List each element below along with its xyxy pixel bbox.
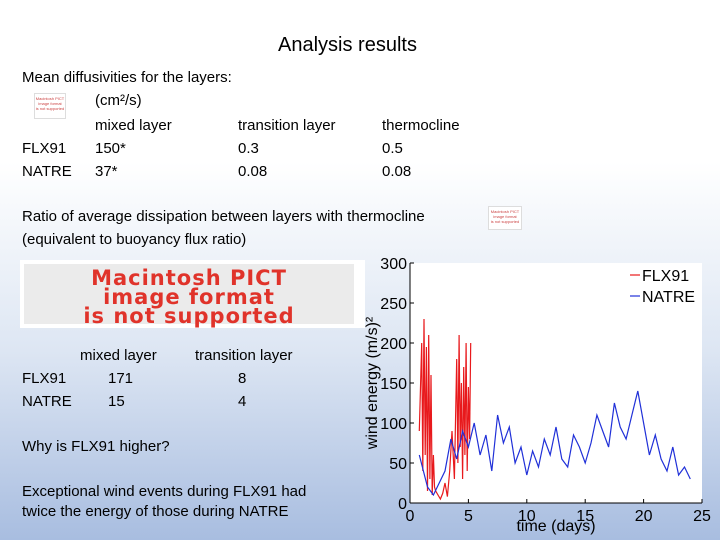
x-tick-label: 5 bbox=[464, 508, 473, 525]
diffusivity-col-mixed: mixed layer bbox=[95, 117, 172, 134]
y-tick-label: 250 bbox=[380, 296, 407, 313]
x-tick-label: 15 bbox=[576, 508, 594, 525]
pict-small-text: is not supported bbox=[490, 219, 520, 224]
y-axis-label: wind energy (m/s)² bbox=[364, 316, 381, 450]
answer-line-1: Exceptional wind events during FLX91 had bbox=[22, 483, 307, 500]
legend-label-flx91: FLX91 bbox=[642, 268, 689, 285]
diffusivity-cell: 0.3 bbox=[238, 140, 259, 157]
diffusivity-cell: 150* bbox=[95, 140, 126, 157]
y-tick-label: 150 bbox=[380, 376, 407, 393]
pict-line: Macintosh PICT bbox=[91, 266, 287, 290]
dissipation-cell: 8 bbox=[238, 370, 247, 387]
diffusivity-row-label: FLX91 bbox=[22, 140, 67, 157]
legend-label-natre: NATRE bbox=[642, 289, 695, 306]
y-tick-label: 300 bbox=[380, 256, 407, 273]
x-tick-label: 20 bbox=[635, 508, 653, 525]
pict-placeholder-text: Macintosh PICT image format is not suppo… bbox=[24, 264, 354, 328]
dissipation-col-mixed: mixed layer bbox=[80, 347, 157, 364]
diffusivity-cell: 0.08 bbox=[238, 163, 268, 180]
diffusivity-units: (cm²/s) bbox=[95, 92, 142, 109]
y-tick-label: 200 bbox=[380, 336, 407, 353]
pict-small-text: Macintosh PICT bbox=[490, 209, 520, 214]
pict-placeholder-image: Macintosh PICT image format is not suppo… bbox=[20, 260, 365, 328]
x-tick-label: 10 bbox=[518, 508, 536, 525]
question-text: Why is FLX91 higher? bbox=[22, 438, 170, 455]
diffusivity-col-transition: transition layer bbox=[238, 117, 336, 134]
dissipation-row-label: NATRE bbox=[22, 393, 72, 410]
series-line-flx91 bbox=[418, 318, 472, 501]
slide-title: Analysis results bbox=[278, 34, 417, 56]
pict-small-text: Macintosh PICT bbox=[35, 96, 65, 101]
y-tick-label: 50 bbox=[389, 456, 407, 473]
pict-small-text: is not supported bbox=[35, 106, 65, 111]
diffusivity-cell: 0.08 bbox=[382, 163, 412, 180]
series-line-natre bbox=[418, 390, 691, 497]
dissipation-heading: Ratio of average dissipation between lay… bbox=[22, 208, 425, 225]
diffusivity-col-thermocline: thermocline bbox=[382, 117, 460, 134]
x-tick-label: 25 bbox=[693, 508, 711, 525]
x-tick-label: 0 bbox=[406, 508, 415, 525]
y-tick-label: 0 bbox=[398, 496, 407, 513]
dissipation-cell: 15 bbox=[108, 393, 125, 410]
diffusivity-cell: 0.5 bbox=[382, 140, 403, 157]
diffusivity-heading: Mean diffusivities for the layers: bbox=[22, 69, 232, 86]
pict-line: is not supported bbox=[83, 304, 295, 328]
dissipation-cell: 4 bbox=[238, 393, 247, 410]
x-axis-label: time (days) bbox=[516, 518, 595, 535]
legend: FLX91 NATRE bbox=[630, 268, 695, 306]
dissipation-row-label: FLX91 bbox=[22, 370, 67, 387]
answer-line-2: twice the energy of those during NATRE bbox=[22, 503, 289, 520]
dissipation-col-transition: transition layer bbox=[195, 347, 293, 364]
series-layer bbox=[418, 318, 691, 501]
pict-small-text: image format bbox=[493, 214, 517, 219]
pict-line: image format bbox=[103, 285, 275, 309]
dissipation-subheading: (equivalent to buoyancy flux ratio) bbox=[22, 231, 247, 248]
diffusivity-cell: 37* bbox=[95, 163, 118, 180]
pict-placeholder-small-1: Macintosh PICT image format is not suppo… bbox=[34, 93, 66, 119]
pict-small-text: image format bbox=[38, 101, 62, 106]
pict-placeholder-small-2: Macintosh PICT image format is not suppo… bbox=[488, 206, 522, 230]
dissipation-cell: 171 bbox=[108, 370, 134, 387]
diffusivity-row-label: NATRE bbox=[22, 163, 72, 180]
y-tick-label: 100 bbox=[380, 416, 407, 433]
